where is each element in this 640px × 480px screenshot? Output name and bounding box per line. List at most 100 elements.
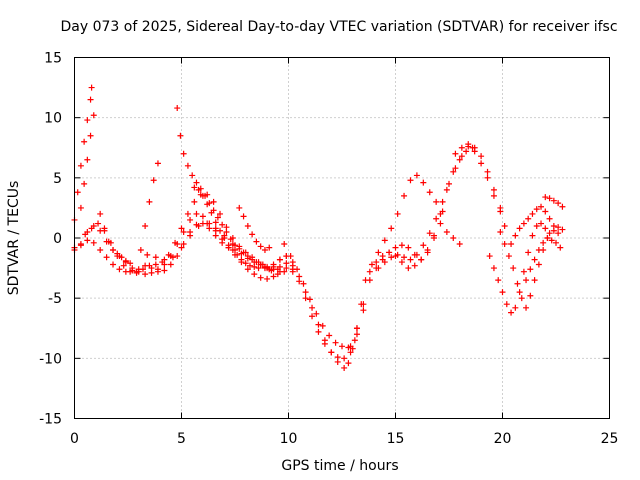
data-point bbox=[497, 204, 504, 211]
data-point bbox=[328, 349, 335, 356]
data-point bbox=[527, 292, 534, 299]
data-point bbox=[424, 247, 431, 254]
data-point bbox=[497, 228, 504, 235]
data-point bbox=[199, 192, 206, 199]
data-point bbox=[345, 360, 352, 367]
data-point bbox=[154, 160, 161, 167]
data-point bbox=[146, 262, 153, 269]
data-point bbox=[542, 208, 549, 215]
data-point bbox=[178, 225, 185, 232]
data-point bbox=[242, 260, 249, 267]
data-point bbox=[495, 277, 502, 284]
data-point bbox=[546, 215, 553, 222]
data-point bbox=[514, 280, 521, 287]
data-point bbox=[148, 269, 155, 276]
data-point bbox=[486, 253, 493, 260]
x-tick-label: 0 bbox=[70, 431, 79, 447]
series-arc-v bbox=[508, 203, 562, 248]
data-point bbox=[520, 268, 527, 275]
data-point bbox=[394, 251, 401, 258]
data-point bbox=[261, 247, 268, 254]
data-point bbox=[388, 254, 395, 261]
data-point bbox=[103, 254, 110, 261]
data-point bbox=[236, 204, 243, 211]
data-point bbox=[214, 214, 221, 221]
data-point bbox=[229, 241, 236, 248]
data-point bbox=[234, 251, 241, 258]
data-point bbox=[546, 195, 553, 202]
data-point bbox=[433, 198, 440, 205]
data-point bbox=[439, 208, 446, 215]
data-point bbox=[546, 230, 553, 237]
data-point bbox=[478, 153, 485, 160]
data-point bbox=[413, 172, 420, 179]
x-tick-label: 25 bbox=[601, 431, 619, 447]
data-point bbox=[512, 232, 519, 239]
series-arc-p bbox=[362, 172, 446, 284]
data-point bbox=[195, 222, 202, 229]
y-tick-label: 5 bbox=[53, 171, 62, 187]
data-point bbox=[413, 251, 420, 258]
series-arc-i bbox=[191, 184, 266, 272]
data-point bbox=[144, 251, 151, 258]
data-point bbox=[443, 228, 450, 235]
data-point bbox=[503, 301, 510, 308]
data-point bbox=[302, 295, 309, 302]
data-point bbox=[101, 225, 108, 232]
data-point bbox=[118, 254, 125, 261]
data-point bbox=[208, 209, 215, 216]
data-point bbox=[191, 198, 198, 205]
data-point bbox=[555, 224, 562, 231]
data-point bbox=[386, 249, 393, 256]
data-point bbox=[84, 156, 91, 163]
data-point bbox=[127, 260, 134, 267]
data-point bbox=[294, 266, 301, 273]
series-arc-r bbox=[375, 143, 504, 272]
data-point bbox=[347, 343, 354, 350]
data-point bbox=[84, 117, 91, 124]
data-point bbox=[217, 210, 224, 217]
data-point bbox=[375, 265, 382, 272]
data-point bbox=[266, 244, 273, 251]
data-point bbox=[161, 267, 168, 274]
data-point bbox=[180, 228, 187, 235]
data-point bbox=[484, 168, 491, 175]
data-point bbox=[219, 221, 226, 228]
data-point bbox=[326, 332, 333, 339]
data-point bbox=[246, 262, 253, 269]
data-point bbox=[368, 261, 375, 268]
data-point bbox=[116, 266, 123, 273]
data-point bbox=[520, 220, 527, 227]
data-point bbox=[540, 239, 547, 246]
x-tick-label: 15 bbox=[387, 431, 405, 447]
series-arc-k bbox=[144, 220, 236, 263]
data-point bbox=[240, 213, 247, 220]
data-point bbox=[351, 337, 358, 344]
data-point bbox=[289, 262, 296, 269]
data-point bbox=[283, 265, 290, 272]
data-point bbox=[516, 225, 523, 232]
data-point bbox=[274, 266, 281, 273]
data-point bbox=[77, 204, 84, 211]
data-point bbox=[152, 254, 159, 261]
data-point bbox=[381, 259, 388, 266]
data-point bbox=[81, 138, 88, 145]
data-point bbox=[381, 237, 388, 244]
data-point bbox=[353, 325, 360, 332]
data-point bbox=[137, 247, 144, 254]
data-point bbox=[478, 160, 485, 167]
data-point bbox=[110, 247, 117, 254]
data-point bbox=[82, 231, 89, 238]
data-point bbox=[212, 219, 219, 226]
data-point bbox=[465, 141, 472, 148]
data-point bbox=[281, 268, 288, 275]
data-point bbox=[251, 263, 258, 270]
data-point bbox=[191, 184, 198, 191]
y-tick-label: 10 bbox=[44, 111, 62, 127]
data-point bbox=[443, 186, 450, 193]
series-arc-g bbox=[133, 160, 161, 275]
data-point bbox=[309, 313, 316, 320]
data-point bbox=[463, 148, 470, 155]
data-point bbox=[411, 262, 418, 269]
data-point bbox=[512, 304, 519, 311]
